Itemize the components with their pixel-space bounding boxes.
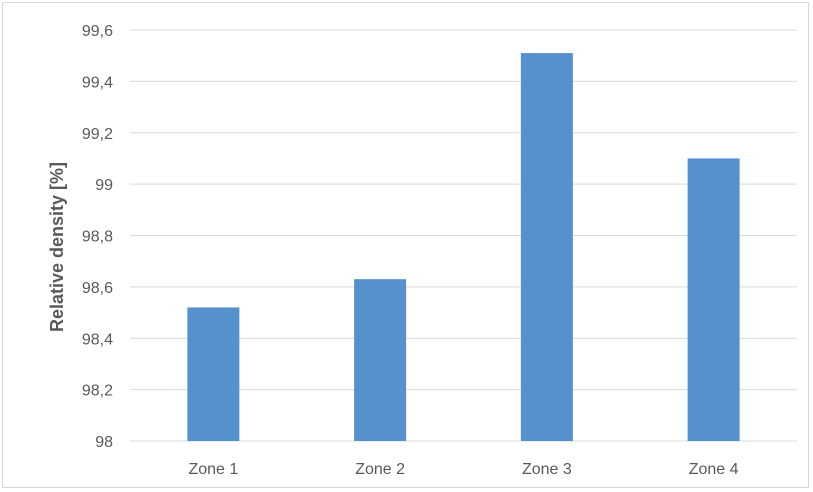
y-tick-label: 98,4	[82, 331, 113, 348]
y-tick-label: 99,6	[82, 23, 113, 40]
y-tick-label: 98,6	[82, 280, 113, 297]
y-tick-label: 98	[95, 434, 113, 451]
y-axis-ticks: 98 98,2 98,4 98,6 98,8 99 99,2 99,4 99,6	[82, 23, 113, 451]
x-tick-label: Zone 4	[689, 461, 739, 478]
bars	[187, 53, 740, 442]
x-tick-label: Zone 3	[522, 461, 572, 478]
x-tick-label: Zone 2	[355, 461, 405, 478]
y-tick-label: 99,2	[82, 126, 113, 143]
x-axis-ticks: Zone 1 Zone 2 Zone 3 Zone 4	[188, 461, 738, 478]
bar-zone-4	[687, 158, 740, 441]
y-tick-label: 99,4	[82, 74, 113, 91]
bar-zone-3	[520, 53, 573, 442]
bar-zone-1	[187, 307, 240, 441]
x-tick-label: Zone 1	[188, 461, 238, 478]
y-tick-label: 98,8	[82, 229, 113, 246]
y-tick-label: 98,2	[82, 383, 113, 400]
bar-zone-2	[354, 279, 407, 441]
gridlines	[130, 29, 797, 442]
y-tick-label: 99	[95, 177, 113, 194]
y-axis-label: Relative density [%]	[47, 162, 67, 332]
